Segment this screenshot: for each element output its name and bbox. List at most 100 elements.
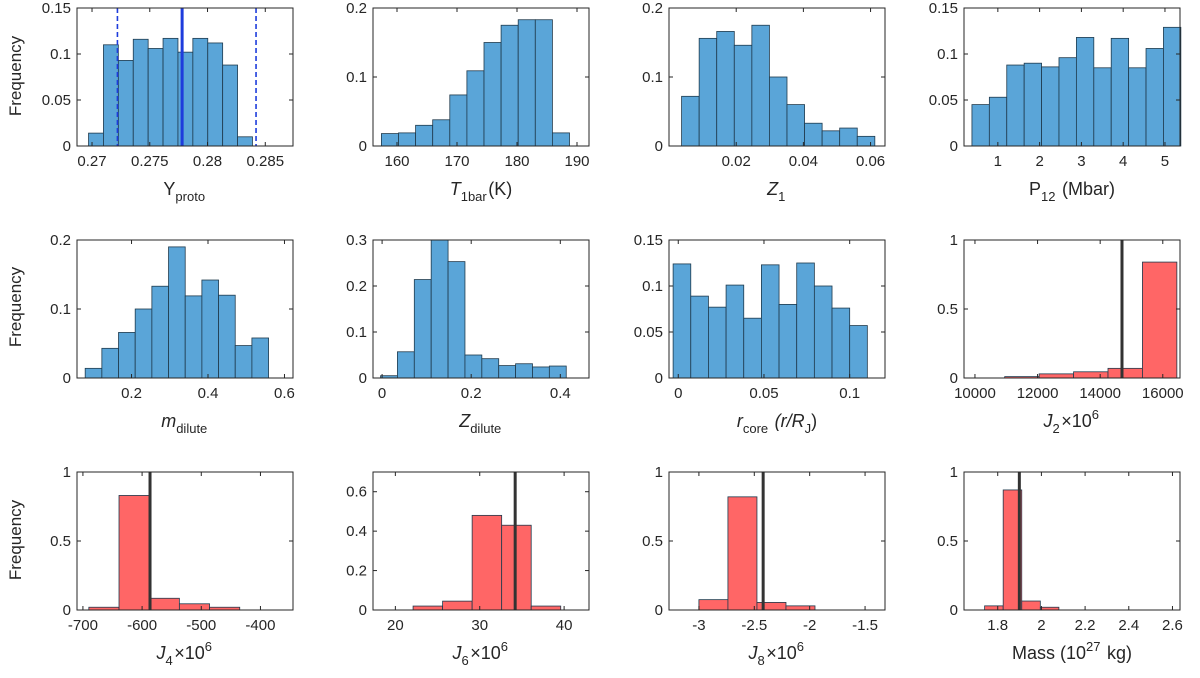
histogram-bar (201, 279, 219, 379)
x-tick-label: 0.28 (193, 153, 222, 170)
histogram-bar (1128, 67, 1147, 147)
histogram-bar (103, 44, 119, 147)
x-axis-label: J4 ×106 (155, 639, 213, 668)
x-tick-label: 1 (994, 153, 1002, 170)
histogram-bar (234, 345, 253, 379)
histogram-bar (151, 285, 169, 379)
y-tick-label: 1 (950, 464, 958, 481)
panel-8: 10000 12000 14000 16000 0 0.5 1 J2 ×106 (937, 232, 1184, 436)
histogram-bar (148, 597, 180, 611)
y-tick-label: 0 (655, 138, 663, 155)
y-tick-label: 1 (655, 464, 663, 481)
y-tick-label: 0 (63, 370, 71, 387)
histogram-bar (534, 19, 553, 147)
y-tick-label: 0.15 (634, 232, 663, 249)
y-tick-label: 0.1 (346, 324, 367, 341)
histogram-bar (756, 602, 787, 611)
y-tick-label: 1 (63, 464, 71, 481)
x-axis-label: Yproto (163, 179, 206, 204)
y-tick-label: 0 (950, 370, 958, 387)
y-tick-label: 0.5 (937, 533, 958, 550)
y-tick-label: 0.5 (642, 533, 663, 550)
histogram-bar (530, 605, 562, 611)
histogram-bar (984, 605, 1004, 611)
histogram-bar (466, 70, 485, 147)
x-tick-label: 3 (1077, 153, 1085, 170)
histogram-bar (708, 306, 727, 379)
y-tick-label: 0.2 (642, 0, 663, 17)
histogram-bar (412, 605, 444, 611)
histogram-bar (804, 122, 823, 147)
row3-ylabel: Frequency (6, 499, 25, 580)
histogram-bar (743, 317, 762, 379)
x-tick-label: -1.5 (852, 617, 878, 634)
axes-box (668, 471, 886, 611)
axes-box (76, 7, 294, 147)
y-tick-label: 0.1 (50, 301, 71, 318)
axes-box (372, 239, 590, 379)
x-tick-label: 0.285 (247, 153, 285, 170)
x-axis-label: J8 ×106 (747, 639, 805, 668)
histogram-bar (1006, 64, 1025, 147)
axes-box (668, 239, 886, 379)
histogram-bar (796, 262, 815, 379)
x-axis-label: Zdilute (458, 411, 503, 436)
histogram-bar (162, 37, 179, 147)
histogram-bar (727, 496, 758, 611)
y-tick-label: 0.05 (929, 92, 958, 109)
histogram-bar (1093, 67, 1112, 147)
y-tick-label: 0.5 (50, 533, 71, 550)
x-tick-label: -400 (245, 617, 275, 634)
histogram-bar (672, 263, 692, 379)
x-tick-label: 0.6 (274, 385, 295, 402)
x-tick-label: -3 (692, 617, 705, 634)
x-tick-label: 0.27 (77, 153, 106, 170)
histogram-bar (1107, 367, 1143, 379)
y-tick-label: 0.15 (42, 0, 71, 17)
x-tick-label: 40 (556, 617, 573, 634)
histogram-bar (1058, 57, 1077, 147)
histogram-bar (177, 51, 194, 147)
histogram-bar (813, 285, 833, 379)
x-tick-label: 16000 (1142, 385, 1184, 402)
x-tick-label: 180 (504, 153, 529, 170)
x-tick-label: 160 (384, 153, 409, 170)
panel-4: 1 2 3 4 5 0 0.05 0.1 0.15 P12 (Mbar) (929, 0, 1182, 204)
histogram-bar (218, 294, 236, 379)
histogram-bar (500, 24, 519, 147)
x-axis-label: Mass (1027 kg) (1012, 639, 1132, 663)
row2-ylabel: Frequency (6, 266, 25, 347)
x-axis-label: mdilute (161, 411, 209, 436)
x-tick-label: 2.6 (1162, 617, 1183, 634)
y-tick-label: 0.4 (346, 523, 367, 540)
histogram-bar (132, 38, 149, 147)
x-tick-label: 0.02 (722, 153, 751, 170)
x-tick-label: -600 (127, 617, 157, 634)
histogram-bar (552, 132, 570, 147)
histogram-bar (498, 365, 516, 379)
histogram-bar (207, 42, 224, 147)
x-axis-label: P12 (Mbar) (1029, 179, 1115, 204)
x-tick-label: 14000 (1079, 385, 1121, 402)
x-tick-label: -2.5 (741, 617, 767, 634)
y-tick-label: 0 (950, 138, 958, 155)
x-tick-label: 2 (1037, 617, 1045, 634)
histogram-bar (442, 600, 473, 611)
y-tick-label: 0.3 (346, 232, 367, 249)
histogram-bar (101, 347, 119, 379)
histogram-bar (415, 124, 434, 147)
histogram-bar (733, 44, 753, 147)
y-tick-label: 0.1 (346, 69, 367, 86)
histogram-bar (1145, 48, 1164, 147)
histogram-bar (222, 64, 238, 147)
x-tick-label: 2 (1035, 153, 1043, 170)
histogram-bar (1110, 37, 1130, 147)
y-tick-label: 0 (63, 602, 71, 619)
histogram-bar (447, 261, 466, 379)
panel-3: 0.02 0.04 0.06 0 0.1 0.2 Z1 (642, 0, 886, 204)
histogram-bar (698, 599, 729, 611)
row1-ylabel: Frequency (6, 35, 25, 116)
histogram-bar (856, 135, 876, 147)
histogram-bar (698, 37, 718, 147)
